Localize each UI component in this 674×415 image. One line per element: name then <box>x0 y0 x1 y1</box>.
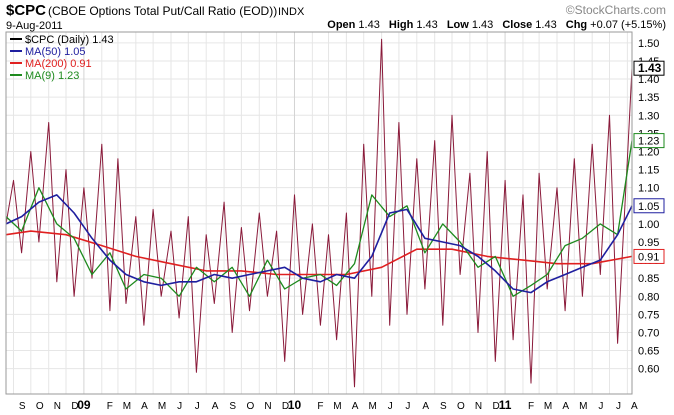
x-tick-label: 10 <box>288 398 302 412</box>
watermark: ©StockCharts.com <box>566 3 666 17</box>
x-axis: S O N D09 F M A M J J A S O N D10 F M A M J J A S O N D11 F M A M J J A <box>19 398 638 412</box>
x-tick-label: S <box>229 401 236 412</box>
value-badge: 1.43 <box>633 60 665 76</box>
x-tick-label: A <box>562 401 569 412</box>
y-tick-label: 0.70 <box>638 327 659 339</box>
x-tick-label: J <box>177 401 182 412</box>
x-tick-label: N <box>475 401 482 412</box>
x-tick-label: 11 <box>499 398 512 412</box>
x-tick-label: O <box>246 401 254 412</box>
y-tick-label: 1.35 <box>638 92 659 104</box>
value-badge: 1.05 <box>633 198 665 214</box>
series-line-daily <box>5 38 633 388</box>
x-tick-label: J <box>195 401 200 412</box>
y-tick-label: 0.75 <box>638 309 659 321</box>
symbol-title: $CPC <box>6 2 46 19</box>
legend-entry: MA(50) 1.05 <box>25 46 86 58</box>
series-line-ma200 <box>5 230 633 276</box>
y-tick-label: 1.30 <box>638 110 659 122</box>
x-tick-label: J <box>405 401 410 412</box>
date-label: 9-Aug-2011 <box>6 20 63 32</box>
y-tick-label: 1.50 <box>638 38 659 50</box>
series-line-ma50 <box>5 194 633 294</box>
quote-line: Open 1.43 High 1.43 Low 1.43 Close 1.43 Chg +… <box>327 19 666 31</box>
x-tick-label: M <box>579 401 587 412</box>
x-tick-label: A <box>141 401 148 412</box>
x-tick-label: A <box>352 401 359 412</box>
y-tick-label: 1.40 <box>638 74 659 86</box>
y-tick-label: 0.80 <box>638 291 659 303</box>
x-tick-label: F <box>107 401 113 412</box>
x-tick-label: M <box>333 401 341 412</box>
legend-entry: MA(200) 0.91 <box>25 58 92 70</box>
value-badge-text: 1.43 <box>638 61 662 75</box>
x-tick-label: F <box>528 401 534 412</box>
grid <box>6 32 632 394</box>
x-tick-label: M <box>368 401 376 412</box>
x-tick-label: D <box>493 401 500 412</box>
x-tick-label: J <box>598 401 603 412</box>
y-tick-label: 0.95 <box>638 237 659 249</box>
x-tick-label: J <box>388 401 393 412</box>
x-tick-label: S <box>19 401 26 412</box>
x-tick-label: S <box>440 401 447 412</box>
symbol-description: (CBOE Options Total Put/Call Ratio (EOD)… <box>48 4 277 18</box>
y-tick-label: 1.10 <box>638 183 659 195</box>
x-tick-label: O <box>36 401 44 412</box>
plot-frame <box>5 31 633 395</box>
value-badge-text: 1.23 <box>638 136 659 148</box>
x-tick-label: O <box>457 401 465 412</box>
x-tick-label: J <box>616 401 621 412</box>
y-tick-label: 0.85 <box>638 273 659 285</box>
series-line-ma9 <box>5 140 633 297</box>
y-tick-label: 1.00 <box>638 219 659 231</box>
x-tick-label: F <box>317 401 323 412</box>
legend-entry: $CPC (Daily) 1.43 <box>25 34 114 46</box>
x-tick-label: N <box>264 401 271 412</box>
x-tick-label: M <box>544 401 552 412</box>
x-tick-label: A <box>212 401 219 412</box>
y-tick-label: 1.20 <box>638 146 659 158</box>
x-tick-label: A <box>631 401 638 412</box>
value-badge-text: 1.05 <box>638 201 659 213</box>
legend-entry: MA(9) 1.23 <box>25 70 79 82</box>
value-badge: 0.91 <box>633 248 665 264</box>
value-badge-text: 0.91 <box>638 251 659 263</box>
y-tick-label: 1.15 <box>638 165 659 177</box>
value-badges: 1.43 1.23 1.05 0.91 <box>633 60 665 264</box>
value-badge: 1.23 <box>633 133 665 149</box>
series-layer <box>5 38 633 388</box>
y-tick-label: 0.60 <box>638 364 659 376</box>
x-tick-label: D <box>282 401 289 412</box>
x-tick-label: N <box>54 401 61 412</box>
exchange-label: INDX <box>278 6 305 18</box>
x-tick-label: M <box>158 401 166 412</box>
x-tick-label: M <box>123 401 131 412</box>
x-tick-label: A <box>422 401 429 412</box>
x-tick-label: 09 <box>77 398 91 412</box>
x-tick-label: D <box>71 401 78 412</box>
y-tick-label: 0.65 <box>638 346 659 358</box>
